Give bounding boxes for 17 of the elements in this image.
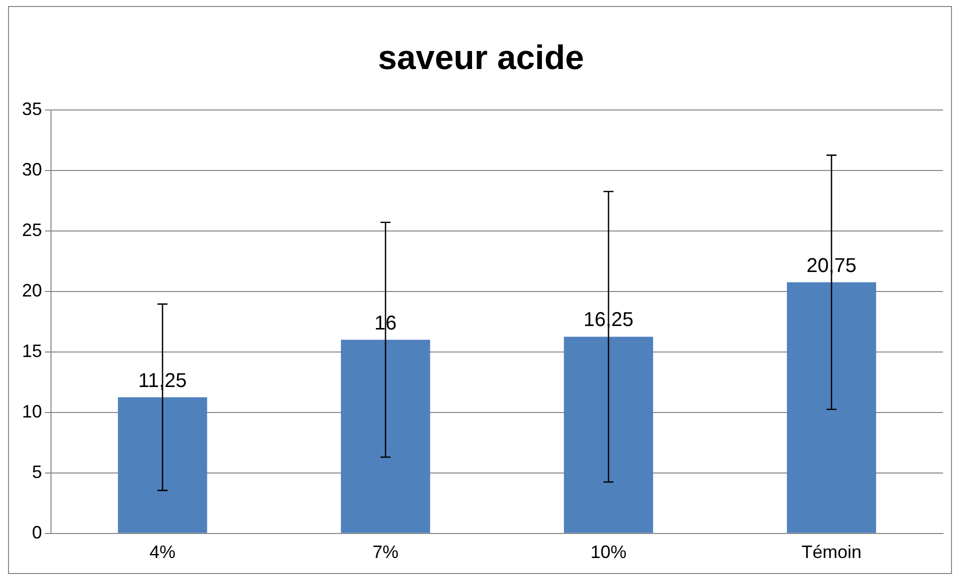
y-tick-label: 0 [32, 522, 42, 542]
y-tick-label: 15 [22, 340, 42, 361]
y-tick-label: 35 [22, 98, 42, 119]
x-tick-label: 7% [372, 542, 399, 562]
bar [786, 282, 876, 533]
chart-title: saveur acide [378, 38, 584, 77]
y-tick-label: 30 [22, 159, 42, 180]
x-tick-label: 10% [590, 542, 627, 562]
y-tick-label: 20 [22, 280, 42, 300]
y-tick-label: 5 [32, 462, 42, 482]
bar [340, 340, 430, 533]
bar [118, 397, 208, 533]
x-tick-label: 4% [150, 542, 176, 562]
y-tick-label: 10 [22, 401, 42, 422]
y-tick-label: 25 [22, 220, 42, 240]
x-tick-label: Témoin [801, 542, 862, 562]
bar [564, 336, 654, 533]
